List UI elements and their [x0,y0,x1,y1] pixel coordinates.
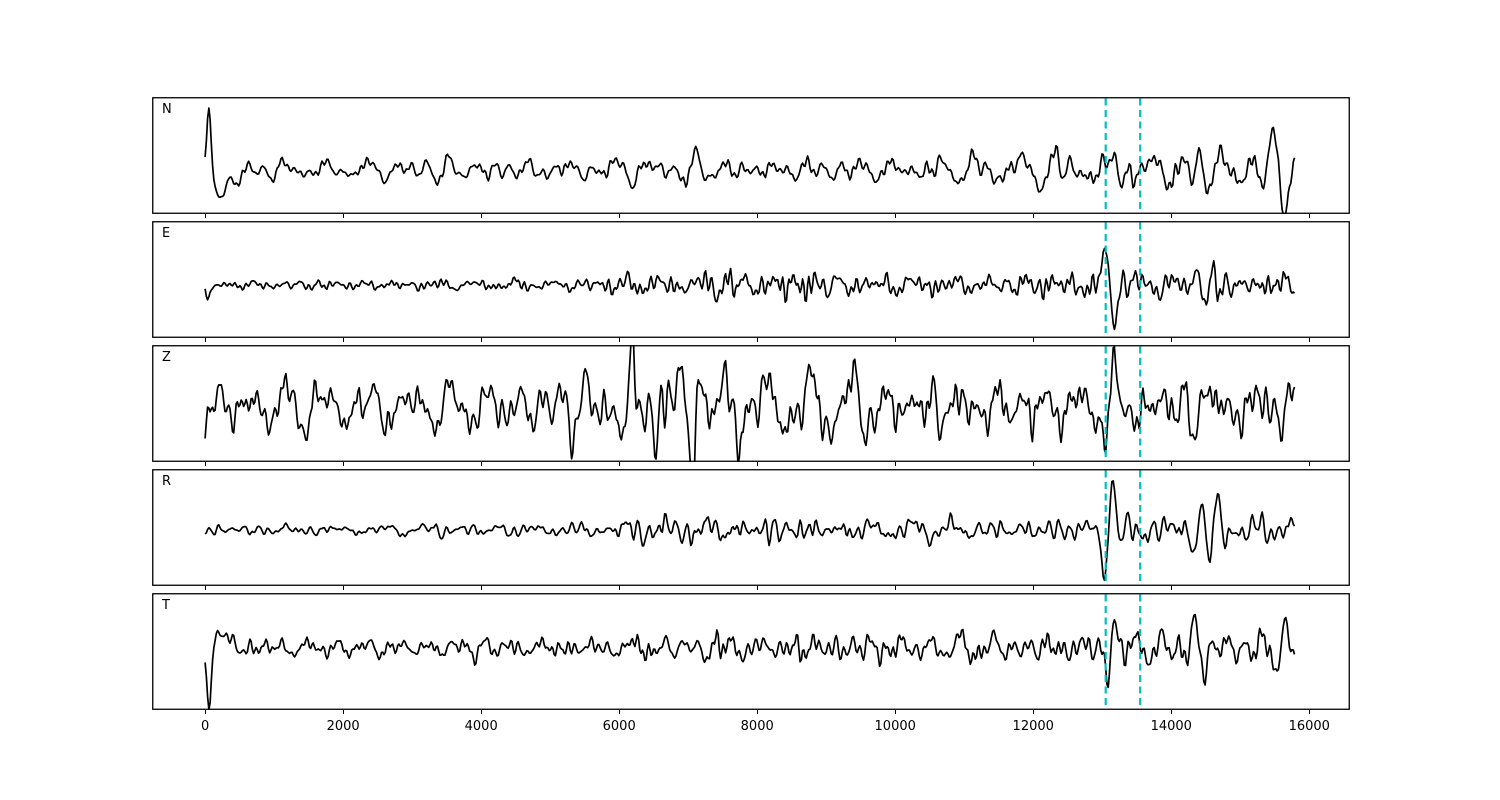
panel-border [152,593,1350,710]
panel-N: N [152,97,1350,214]
waveform-plot-Z [152,345,1350,462]
x-tick [618,586,620,590]
x-tick-label: 12000 [1012,719,1054,734]
panel-border [152,221,1350,338]
x-tick [1170,214,1172,218]
panel-border [152,97,1350,214]
trace-E [204,247,1296,331]
waveform-plot-N [152,97,1350,214]
x-tick [1170,586,1172,590]
panel-T: T [152,593,1350,710]
x-tick [1170,338,1172,342]
panel-border [152,469,1350,586]
x-tick [1032,462,1034,466]
x-tick [1170,462,1172,466]
x-tick [1308,710,1310,714]
x-tick [1032,710,1034,714]
x-tick [1308,338,1310,342]
x-tick [480,214,482,218]
x-tick [894,214,896,218]
x-tick [618,710,620,714]
x-tick [204,710,206,714]
panel-border [152,345,1350,462]
x-tick [618,214,620,218]
x-tick [618,462,620,466]
x-tick [480,462,482,466]
x-tick-label: 14000 [1150,719,1192,734]
x-tick-label: 4000 [464,719,498,734]
x-tick [618,338,620,342]
x-tick [1032,214,1034,218]
x-tick [1170,710,1172,714]
trace-R [204,480,1296,582]
x-tick-label: 10000 [874,719,916,734]
x-tick [756,586,758,590]
x-tick [342,214,344,218]
x-tick [756,214,758,218]
x-tick [1032,586,1034,590]
x-tick-label: 0 [200,719,210,734]
x-tick [480,586,482,590]
x-tick [342,710,344,714]
x-tick [204,214,206,218]
x-tick [204,338,206,342]
component-label-T: T [162,598,170,613]
x-tick [480,710,482,714]
x-tick [342,462,344,466]
x-tick [342,338,344,342]
x-tick-label: 16000 [1288,719,1330,734]
x-tick-label: 6000 [602,719,636,734]
x-tick [756,710,758,714]
x-tick [1308,462,1310,466]
trace-T [204,613,1296,710]
x-tick [894,462,896,466]
x-tick [1032,338,1034,342]
x-tick [756,462,758,466]
x-tick [342,586,344,590]
waveform-plot-E [152,221,1350,338]
x-tick [480,338,482,342]
panel-Z: Z [152,345,1350,462]
component-label-R: R [162,474,172,489]
component-label-E: E [162,226,171,241]
x-tick-label: 8000 [740,719,774,734]
trace-N [204,107,1296,214]
trace-Z [204,345,1296,462]
x-tick-label: 2000 [326,719,360,734]
panel-E: E [152,221,1350,338]
x-tick [1308,214,1310,218]
x-tick [756,338,758,342]
x-tick [204,462,206,466]
component-label-N: N [162,102,172,117]
x-tick [204,586,206,590]
x-tick [1308,586,1310,590]
x-tick [894,586,896,590]
x-tick [894,710,896,714]
panel-R: R [152,469,1350,586]
waveform-plot-R [152,469,1350,586]
x-tick [894,338,896,342]
waveform-plot-T [152,593,1350,710]
component-label-Z: Z [162,350,171,365]
